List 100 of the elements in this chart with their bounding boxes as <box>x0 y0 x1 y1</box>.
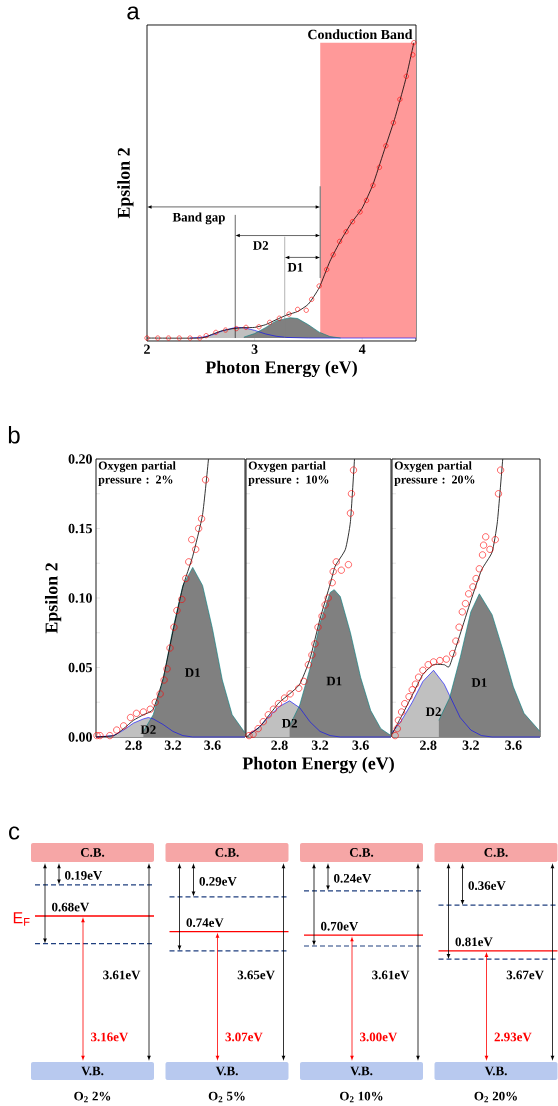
point <box>151 698 159 706</box>
point <box>303 307 309 313</box>
chart-title: b <box>8 425 20 444</box>
point <box>398 708 406 716</box>
category-label: O$_{2}$ 5% <box>208 1091 245 1103</box>
point <box>430 658 438 666</box>
annotation: D2 <box>140 725 156 734</box>
point <box>318 612 326 620</box>
text: C.B. <box>215 848 239 857</box>
point <box>254 725 262 733</box>
point <box>390 120 396 126</box>
point <box>419 666 427 674</box>
x-tick-label: 4 <box>358 344 366 354</box>
point <box>173 607 181 614</box>
point <box>411 40 417 46</box>
point <box>452 637 460 645</box>
point <box>458 608 466 616</box>
point <box>202 476 210 484</box>
annotation: D2 <box>253 241 269 250</box>
chart-title: a <box>127 6 140 20</box>
y-tick-label: 0.10 <box>68 593 92 603</box>
annotation: D2 <box>425 707 441 716</box>
point <box>286 690 294 698</box>
point <box>394 716 402 724</box>
point <box>442 655 450 663</box>
point <box>449 650 457 658</box>
x-tick-label: 2.8 <box>271 740 288 750</box>
point <box>364 197 370 203</box>
annotation: D1 <box>185 668 200 677</box>
category-label: O$_{2}$ 2% <box>74 1091 111 1103</box>
annotation: Oxygen partial pressure : 20% <box>394 461 475 486</box>
annotation: D2 <box>281 718 297 728</box>
annotation: D1 <box>326 676 342 686</box>
point <box>308 651 316 659</box>
x-tick-label: 3.2 <box>164 740 182 750</box>
point <box>350 219 356 225</box>
point <box>245 732 253 740</box>
point <box>349 466 357 474</box>
data-label: 3.61eV <box>372 970 410 980</box>
point <box>479 551 487 559</box>
x-tick-label: 3.2 <box>311 740 329 750</box>
x-axis-title: Photon Energy (eV) <box>205 360 357 378</box>
point <box>344 561 352 569</box>
annotation: D1 <box>287 262 303 272</box>
point <box>213 329 219 335</box>
point <box>269 705 277 713</box>
point <box>259 718 267 726</box>
text: C.B. <box>80 848 105 857</box>
point <box>286 311 292 317</box>
point <box>182 575 190 583</box>
data-label: 3.67eV <box>506 970 544 980</box>
annotation: D1 <box>471 678 487 687</box>
data-label: 3.61eV <box>103 970 141 980</box>
data-label: 0.70eV <box>321 921 359 931</box>
point <box>337 238 343 244</box>
data-label: 0.19eV <box>65 870 103 880</box>
x-tick-label: 3.6 <box>204 740 221 750</box>
point <box>472 575 480 583</box>
point <box>343 229 349 235</box>
point <box>96 732 104 740</box>
text: V.B. <box>350 1066 373 1076</box>
data-label: 0.36eV <box>468 881 506 890</box>
point <box>146 705 154 713</box>
point <box>185 558 193 566</box>
point <box>281 694 289 702</box>
point <box>233 326 239 332</box>
point <box>311 640 319 648</box>
point <box>469 583 477 591</box>
point <box>192 545 200 553</box>
point <box>243 324 249 330</box>
annotation: Oxygen partial pressure : 2% <box>98 461 176 486</box>
x-tick-label: 3.6 <box>352 740 369 750</box>
point <box>337 566 345 574</box>
point <box>346 509 354 517</box>
x-tick-label: 3 <box>251 344 258 354</box>
point <box>166 335 172 341</box>
point <box>461 600 469 608</box>
y-axis-title: Epsilon 2 <box>117 148 134 219</box>
point <box>139 708 147 716</box>
point <box>155 335 161 341</box>
point <box>393 725 401 733</box>
point <box>329 568 337 576</box>
y-tick-label: 0.00 <box>68 732 92 742</box>
data-label: 3.16eV <box>91 1032 129 1042</box>
y-tick-label: 0.05 <box>68 662 92 673</box>
point <box>480 541 488 549</box>
point <box>436 657 444 665</box>
point <box>178 595 186 603</box>
point <box>132 709 140 717</box>
x-tick-label: 2.8 <box>420 740 437 750</box>
point <box>300 677 308 685</box>
category-label: O$_{2}$ 20% <box>474 1091 517 1103</box>
data-label: 2.93eV <box>494 1032 532 1042</box>
point <box>276 315 282 321</box>
point <box>295 684 303 692</box>
point <box>324 267 330 273</box>
point <box>249 730 257 738</box>
point <box>176 335 182 341</box>
point <box>163 665 171 673</box>
point <box>187 335 193 341</box>
